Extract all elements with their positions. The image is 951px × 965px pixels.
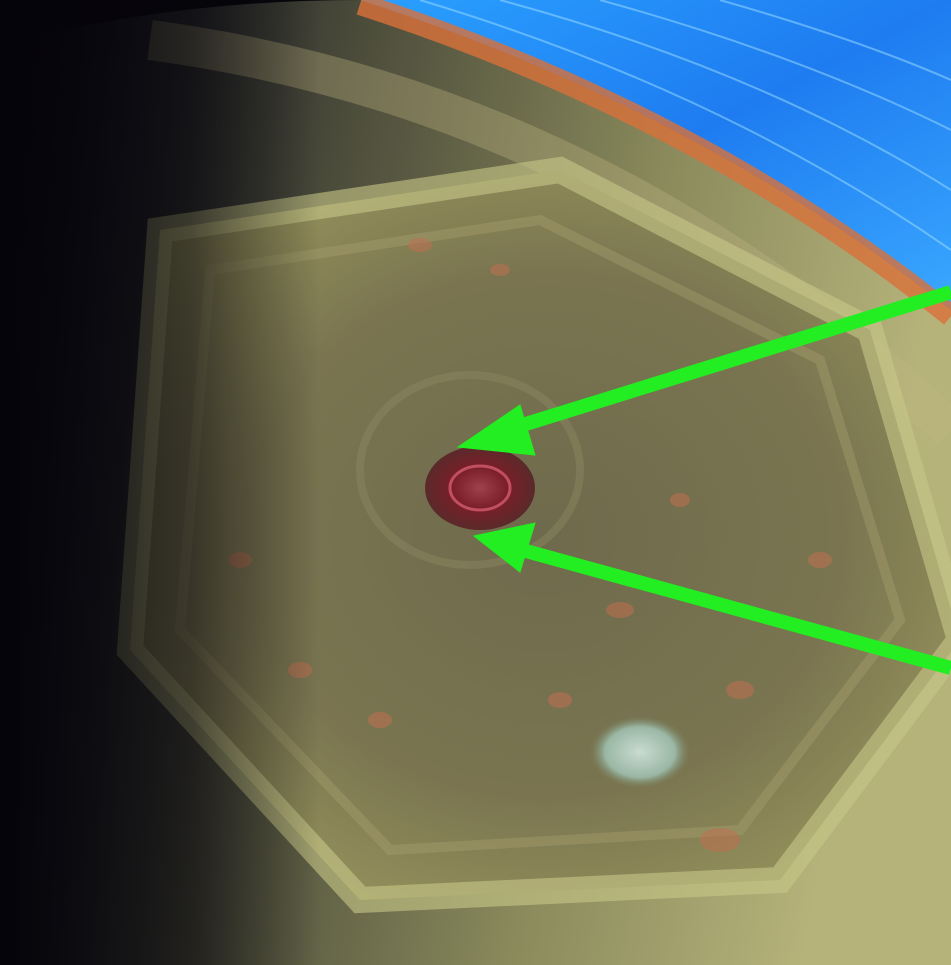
arrow-upper-head <box>456 404 536 456</box>
ring-lines <box>419 0 951 251</box>
ring-line <box>719 0 951 81</box>
cloud <box>548 692 572 708</box>
ring-line <box>599 0 951 131</box>
arrow-lower-head <box>472 522 536 573</box>
cloud <box>700 828 740 852</box>
cloud <box>606 602 634 618</box>
cloud <box>726 681 754 699</box>
vortex-ring <box>356 371 584 569</box>
cloud <box>670 493 690 507</box>
arrow-lower-shaft <box>513 541 951 675</box>
vortex-eye <box>448 464 512 512</box>
cloud <box>490 264 510 276</box>
vortex <box>425 446 535 530</box>
ring-line <box>419 0 951 251</box>
cloud <box>408 238 432 252</box>
orange-clouds <box>228 238 832 852</box>
cloud <box>368 712 392 728</box>
ring-line <box>499 0 951 191</box>
arrow-upper-shaft <box>497 285 951 439</box>
rings <box>360 0 951 310</box>
limb-band <box>356 0 951 325</box>
arrows <box>456 285 951 675</box>
cloud <box>808 552 832 568</box>
terminator-shade <box>0 0 320 965</box>
white-oval <box>590 716 690 788</box>
